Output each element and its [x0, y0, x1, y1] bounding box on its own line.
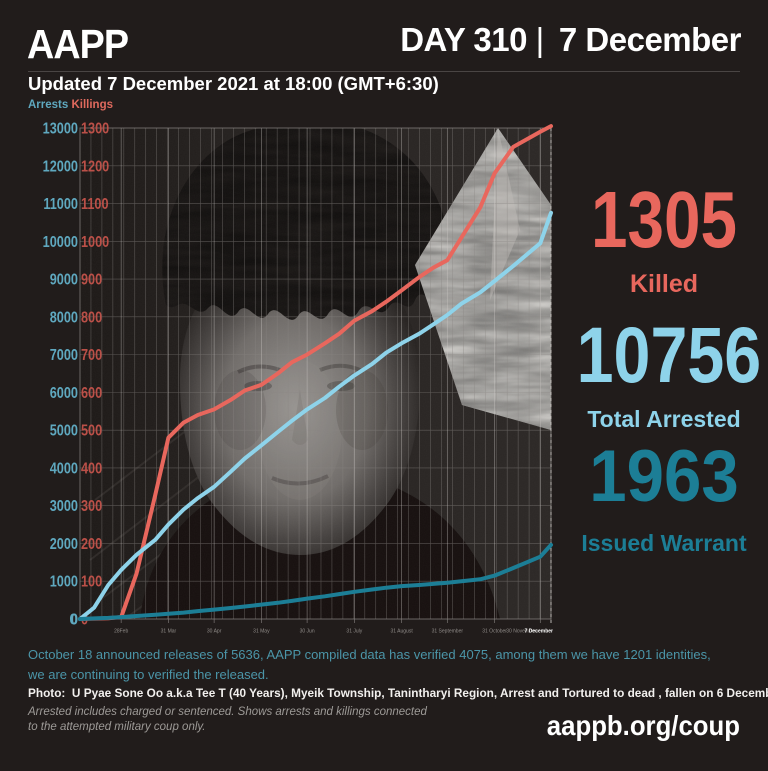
svg-text:31 September: 31 September: [432, 629, 464, 635]
svg-text:12000: 12000: [43, 158, 78, 175]
svg-text:4000: 4000: [50, 460, 78, 477]
svg-text:31 August: 31 August: [390, 629, 413, 635]
svg-text:100: 100: [81, 574, 102, 591]
svg-text:400: 400: [81, 460, 102, 477]
svg-text:3000: 3000: [50, 498, 78, 515]
svg-text:31 July: 31 July: [346, 629, 362, 635]
svg-text:1300: 1300: [81, 120, 109, 137]
svg-text:1100: 1100: [81, 196, 109, 213]
svg-text:30 Apr: 30 Apr: [207, 629, 222, 635]
svg-text:11000: 11000: [43, 196, 78, 213]
svg-text:1000: 1000: [81, 234, 109, 251]
svg-text:28Feb: 28Feb: [114, 629, 128, 635]
svg-text:31 Mar: 31 Mar: [161, 629, 177, 635]
svg-text:1200: 1200: [81, 158, 109, 175]
svg-text:8000: 8000: [50, 309, 78, 326]
svg-text:700: 700: [81, 347, 102, 364]
svg-text:9000: 9000: [50, 271, 78, 288]
svg-text:300: 300: [81, 498, 102, 515]
svg-text:0: 0: [69, 612, 78, 629]
svg-text:13000: 13000: [43, 120, 78, 137]
svg-text:5000: 5000: [50, 423, 78, 440]
svg-text:600: 600: [81, 385, 102, 402]
svg-text:7 December: 7 December: [525, 629, 553, 635]
svg-text:10000: 10000: [43, 234, 78, 251]
svg-text:31 October: 31 October: [482, 629, 507, 635]
svg-text:900: 900: [81, 271, 102, 288]
svg-text:6000: 6000: [50, 385, 78, 402]
svg-text:200: 200: [81, 536, 102, 553]
svg-text:1000: 1000: [50, 574, 78, 591]
svg-text:500: 500: [81, 423, 102, 440]
svg-text:2000: 2000: [50, 536, 78, 553]
svg-text:800: 800: [81, 309, 102, 326]
svg-text:30 Jun: 30 Jun: [300, 629, 315, 635]
svg-text:31 May: 31 May: [253, 629, 270, 635]
svg-text:7000: 7000: [50, 347, 78, 364]
